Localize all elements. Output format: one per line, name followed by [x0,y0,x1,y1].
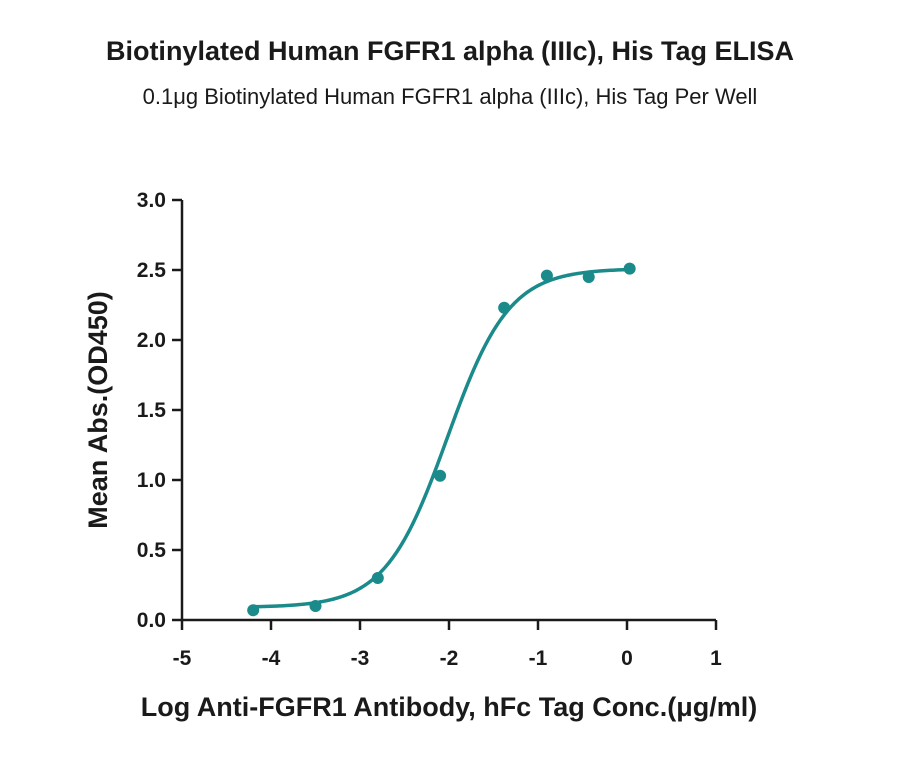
y-tick-label: 1.0 [137,469,166,492]
chart-subtitle: 0.1μg Biotinylated Human FGFR1 alpha (II… [142,84,758,109]
x-tick-label: -4 [262,647,281,670]
data-point [309,600,322,612]
fit-curve [253,267,630,609]
data-point [582,271,595,283]
y-tick-label: 0.0 [137,609,166,632]
chart-title: Biotinylated Human FGFR1 alpha (IIIc), H… [105,36,795,66]
x-tick-label: -5 [173,647,192,670]
y-tick-label: 2.0 [137,329,166,352]
data-point [623,262,636,275]
y-tick-label: 3.0 [137,189,166,212]
data-points [247,262,636,617]
y-tick-label: 2.5 [137,259,167,282]
y-tick-label: 0.5 [137,539,167,562]
data-point [371,572,384,584]
data-point [434,469,447,482]
data-point [247,604,260,617]
y-tick-label: 1.5 [137,399,167,422]
x-tick-label: -2 [440,647,459,670]
x-tick-label: 1 [710,647,722,670]
x-tick-label: -1 [529,647,548,670]
y-ticks: 0.0 0.5 1.0 1.5 2.0 2.5 3.0 [137,189,182,632]
y-axis-title: Mean Abs.(OD450) [83,291,113,529]
x-tick-label: -3 [351,647,370,670]
data-point [540,269,553,282]
x-tick-label: 0 [621,647,633,670]
x-axis-title: Log Anti-FGFR1 Antibody, hFc Tag Conc.(μ… [141,692,757,722]
x-ticks: -5 -4 -3 -2 -1 0 1 [173,620,722,670]
data-point [498,301,511,314]
